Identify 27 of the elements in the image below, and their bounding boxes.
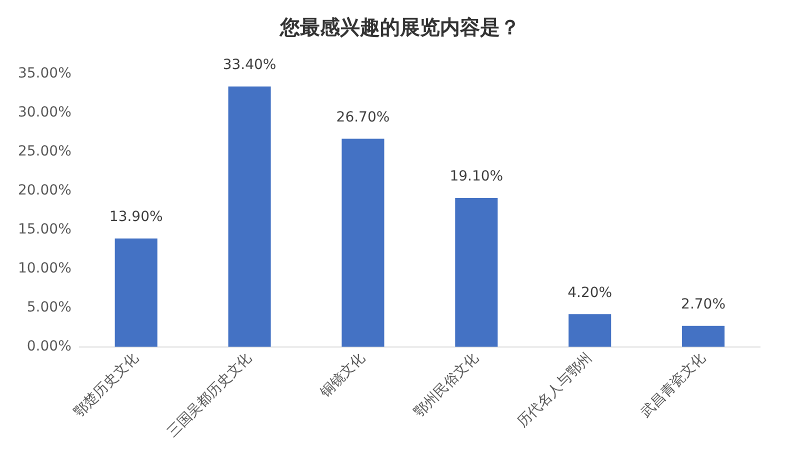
y-tick-label: 30.00%	[18, 104, 72, 121]
y-tick-label: 35.00%	[18, 66, 72, 82]
data-label: 4.20%	[568, 284, 612, 301]
bar	[568, 314, 612, 347]
x-tick-label: 历代名人与鄂州	[514, 350, 596, 431]
x-tick-label: 三国吴都历史文化	[164, 350, 255, 440]
bar	[228, 86, 271, 347]
data-label: 13.90%	[109, 209, 163, 226]
x-tick-label: 武昌青瓷文化	[638, 350, 709, 421]
chart-title: 您最感兴趣的展览内容是？	[278, 14, 521, 41]
y-tick-label: 5.00%	[26, 300, 72, 316]
x-tick-label: 鄂州民俗文化	[411, 350, 482, 421]
data-label: 26.70%	[336, 109, 390, 126]
bar	[114, 238, 158, 347]
data-label: 19.10%	[450, 168, 504, 185]
bar	[455, 198, 498, 347]
x-tick-label: 鄂楚历史文化	[70, 350, 142, 421]
data-label: 33.40%	[222, 57, 276, 74]
bar	[342, 138, 384, 347]
data-label: 2.70%	[681, 296, 726, 313]
x-tick-label: 铜镜文化	[316, 350, 368, 402]
bar	[682, 326, 725, 347]
y-tick-label: 10.00%	[18, 260, 72, 277]
y-tick-label: 25.00%	[18, 144, 72, 160]
y-tick-label: 20.00%	[18, 182, 72, 199]
y-tick-label: 0.00%	[26, 338, 72, 355]
y-tick-label: 15.00%	[18, 222, 72, 238]
